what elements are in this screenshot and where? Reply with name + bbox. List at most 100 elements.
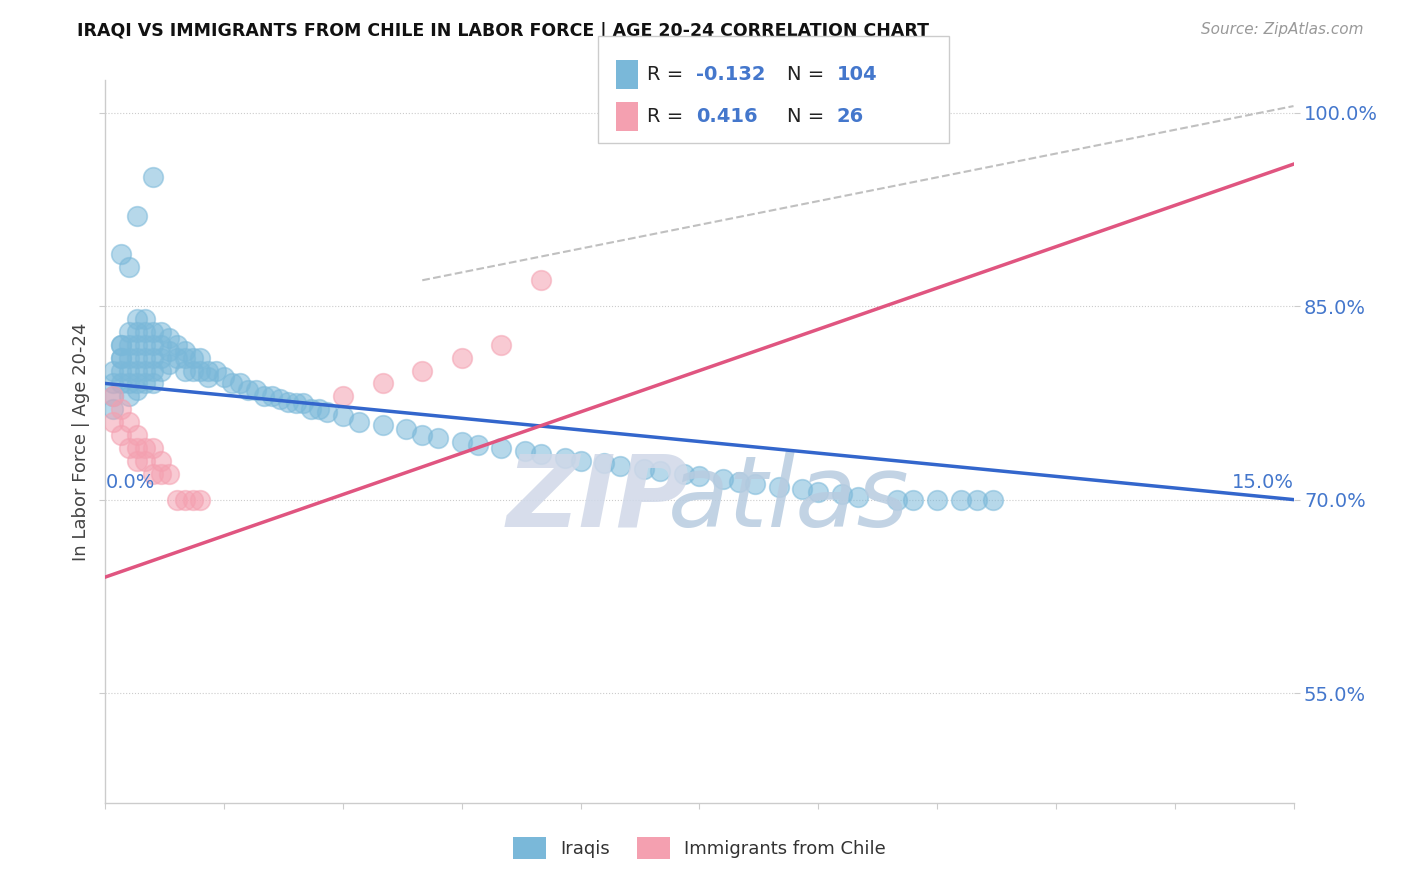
Point	[149, 325, 172, 339]
Point	[672, 467, 695, 481]
Point	[181, 492, 204, 507]
Point	[633, 461, 655, 475]
Point	[925, 492, 948, 507]
Point	[166, 351, 188, 365]
Point	[173, 344, 195, 359]
Point	[491, 338, 513, 352]
Point	[236, 383, 259, 397]
Point	[127, 351, 149, 365]
Point	[127, 454, 149, 468]
Point	[127, 338, 149, 352]
Point	[792, 483, 814, 497]
Point	[110, 363, 132, 377]
Point	[371, 376, 394, 391]
Point	[110, 428, 132, 442]
Text: Source: ZipAtlas.com: Source: ZipAtlas.com	[1201, 22, 1364, 37]
Point	[744, 477, 766, 491]
Point	[347, 415, 370, 429]
Point	[411, 363, 433, 377]
Text: 26: 26	[837, 107, 863, 126]
Text: N =: N =	[787, 107, 831, 126]
Text: N =: N =	[787, 65, 831, 84]
Point	[127, 376, 149, 391]
Point	[149, 467, 172, 481]
Point	[181, 351, 204, 365]
Point	[197, 363, 219, 377]
Point	[190, 351, 212, 365]
Point	[134, 376, 156, 391]
Point	[166, 492, 188, 507]
Point	[411, 428, 433, 442]
Point	[214, 370, 236, 384]
Point	[103, 415, 125, 429]
Point	[886, 492, 908, 507]
Point	[768, 480, 790, 494]
Y-axis label: In Labor Force | Age 20-24: In Labor Force | Age 20-24	[72, 322, 90, 561]
Point	[831, 487, 853, 501]
Point	[110, 351, 132, 365]
Point	[103, 363, 125, 377]
Point	[134, 441, 156, 455]
Point	[728, 475, 751, 489]
Point	[134, 325, 156, 339]
Point	[118, 376, 141, 391]
Point	[332, 389, 354, 403]
Point	[530, 447, 553, 461]
Point	[554, 451, 576, 466]
Point	[103, 389, 125, 403]
Point	[569, 454, 592, 468]
Point	[450, 434, 472, 449]
Point	[205, 363, 228, 377]
Point	[118, 363, 141, 377]
Point	[110, 376, 132, 391]
Point	[118, 415, 141, 429]
Point	[134, 454, 156, 468]
Text: R =: R =	[647, 107, 689, 126]
Text: -0.132: -0.132	[696, 65, 765, 84]
Point	[648, 464, 671, 478]
Point	[966, 492, 988, 507]
Point	[229, 376, 252, 391]
Point	[134, 338, 156, 352]
Point	[427, 431, 450, 445]
Point	[157, 467, 180, 481]
Point	[593, 457, 616, 471]
Point	[127, 325, 149, 339]
Point	[142, 363, 165, 377]
Point	[515, 443, 537, 458]
Point	[467, 438, 489, 452]
Point	[846, 490, 869, 504]
Point	[450, 351, 472, 365]
Point	[142, 325, 165, 339]
Point	[157, 344, 180, 359]
Point	[711, 472, 734, 486]
Point	[253, 389, 276, 403]
Point	[157, 357, 180, 371]
Point	[173, 351, 195, 365]
Point	[173, 492, 195, 507]
Point	[118, 351, 141, 365]
Point	[127, 363, 149, 377]
Point	[142, 441, 165, 455]
Text: 15.0%: 15.0%	[1232, 473, 1294, 491]
Point	[110, 402, 132, 417]
Point	[371, 417, 394, 432]
Text: 104: 104	[837, 65, 877, 84]
Point	[142, 169, 165, 184]
Point	[308, 402, 330, 417]
Point	[689, 469, 711, 483]
Point	[134, 312, 156, 326]
Point	[181, 363, 204, 377]
Text: 0.416: 0.416	[696, 107, 758, 126]
Point	[110, 338, 132, 352]
Point	[173, 363, 195, 377]
Point	[491, 441, 513, 455]
Point	[110, 338, 132, 352]
Point	[142, 338, 165, 352]
Point	[903, 492, 925, 507]
Point	[103, 402, 125, 417]
Text: 0.0%: 0.0%	[105, 473, 155, 491]
Point	[134, 351, 156, 365]
Point	[807, 484, 830, 499]
Point	[118, 389, 141, 403]
